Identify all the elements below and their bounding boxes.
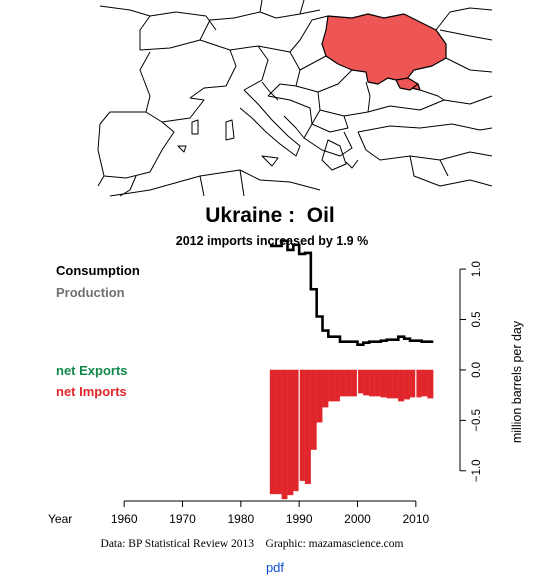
y-axis: million barrels per day −1.0 −0.5 0.0 0.5 1.… [459,261,524,482]
x-tick-label: 1970 [169,512,196,526]
y-axis-label: million barrels per day [510,320,524,443]
chart-title: Ukraine : Oil [205,204,335,227]
net-imports-bar [304,369,311,485]
net-imports-bar [421,369,428,397]
y-tick-label: −0.5 [471,409,483,432]
net-imports-bar [322,369,329,408]
legend: Consumption Production net Exports net I… [56,263,140,399]
pdf-link[interactable]: pdf [265,560,285,575]
x-axis: Year 1960 1970 1980 1990 2000 2010 [48,500,430,526]
net-imports-bar [339,369,346,397]
net-imports-bar [415,369,422,398]
legend-consumption: Consumption [56,263,140,278]
net-imports-bar [269,369,276,495]
net-imports-bar [392,369,399,399]
net-imports-bar [386,369,393,399]
net-imports-bar [369,369,376,397]
net-imports-bar [427,369,434,399]
source-note: Data: BP Statistical Review 2013 Graphic… [101,538,404,550]
legend-net-exports: net Exports [56,363,128,378]
x-tick-label: 2000 [344,512,371,526]
net-imports-bar [281,369,288,500]
y-tick-label: 0.5 [471,312,483,328]
net-imports-bar [357,369,364,394]
y-tick-label: −1.0 [471,459,483,482]
net-imports-bar [299,369,306,482]
net-imports-bar [287,369,294,496]
crimea-shape [395,77,419,91]
net-imports-bar [345,369,352,397]
y-tick-label: 1.0 [471,261,483,277]
consumption-line [270,239,434,347]
x-axis-label: Year [48,512,72,526]
y-tick-label: 0.0 [471,362,483,378]
net-imports-bar [380,369,387,398]
net-imports-bar [334,369,341,402]
net-imports-bar [409,369,416,398]
net-imports-bar [351,369,358,397]
x-tick-label: 2010 [402,512,429,526]
consumption-line-group [270,239,434,347]
net-imports-bar [310,369,317,450]
net-imports-bar [316,369,323,423]
legend-production: Production [56,285,125,300]
net-imports-bars [269,369,434,500]
net-imports-bar [374,369,381,397]
europe-map [97,0,493,197]
x-tick-label: 1990 [286,512,313,526]
chart-subtitle: 2012 imports increased by 1.9 % [176,234,368,248]
x-tick-label: 1960 [111,512,138,526]
x-tick-label: 1980 [227,512,254,526]
net-imports-bar [363,369,370,396]
legend-net-imports: net Imports [56,384,127,399]
net-imports-bar [398,369,405,402]
net-imports-bar [404,369,411,400]
net-imports-bar [275,369,282,495]
net-imports-bar [293,369,300,492]
ukraine-shape [321,13,447,91]
net-imports-bar [328,369,335,402]
